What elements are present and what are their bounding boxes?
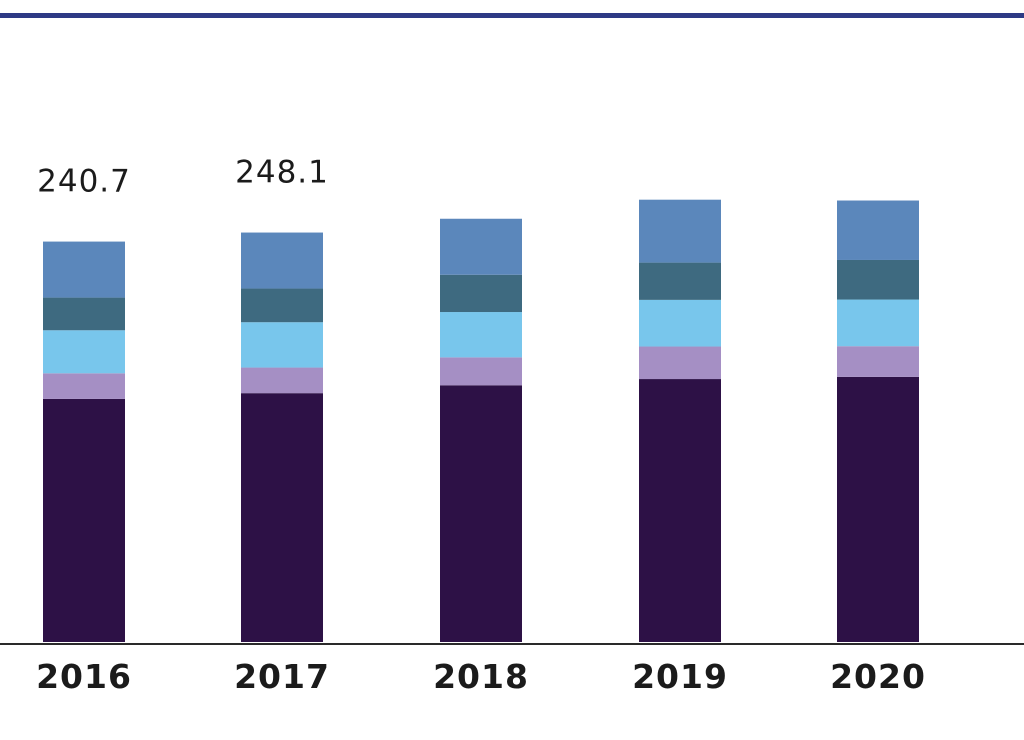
bar-segment-2017-layer-1 <box>241 393 323 642</box>
bar-segment-2016-layer-4 <box>43 297 125 331</box>
bar-segment-2019-layer-2 <box>639 346 721 380</box>
bar-segment-2019-layer-3 <box>639 299 721 347</box>
bar-segment-2016-layer-1 <box>43 398 125 642</box>
bar-segment-2018-layer-4 <box>440 274 522 313</box>
bar-segment-2017-layer-4 <box>241 288 323 323</box>
bar-segment-2016-layer-2 <box>43 373 125 399</box>
bar-segment-2016-layer-3 <box>43 330 125 374</box>
bar-segment-2019-layer-5 <box>639 199 721 263</box>
data-label-2016: 240.7 <box>37 164 131 200</box>
x-tick-labels: 2016 2017 2018 2019 2020 <box>36 657 926 696</box>
data-labels: 240.7 248.1 <box>37 155 329 200</box>
x-tick-label-2020: 2020 <box>830 657 926 696</box>
bar-segment-2020-layer-2 <box>837 346 919 377</box>
bar-segment-2018-layer-3 <box>440 312 522 358</box>
x-tick-label-2019: 2019 <box>632 657 728 696</box>
x-tick-label-2018: 2018 <box>433 657 529 696</box>
bar-segment-2017-layer-3 <box>241 322 323 368</box>
data-label-2017: 248.1 <box>235 155 329 191</box>
bar-segment-2016-layer-5 <box>43 241 125 298</box>
bar-segment-2020-layer-1 <box>837 376 919 642</box>
bar-segment-2018-layer-1 <box>440 385 522 642</box>
x-tick-label-2017: 2017 <box>234 657 330 696</box>
bar-segment-2020-layer-3 <box>837 299 919 347</box>
bar-segment-2018-layer-5 <box>440 218 522 275</box>
top-rule <box>0 13 1024 18</box>
bar-segment-2019-layer-1 <box>639 379 721 642</box>
bar-segment-2017-layer-2 <box>241 367 323 394</box>
bar-segment-2020-layer-5 <box>837 200 919 260</box>
bar-segment-2019-layer-4 <box>639 262 721 300</box>
x-tick-label-2016: 2016 <box>36 657 132 696</box>
bar-segment-2018-layer-2 <box>440 357 522 386</box>
bar-segment-2020-layer-4 <box>837 259 919 300</box>
bars-group <box>43 199 919 642</box>
bar-segment-2017-layer-5 <box>241 232 323 289</box>
